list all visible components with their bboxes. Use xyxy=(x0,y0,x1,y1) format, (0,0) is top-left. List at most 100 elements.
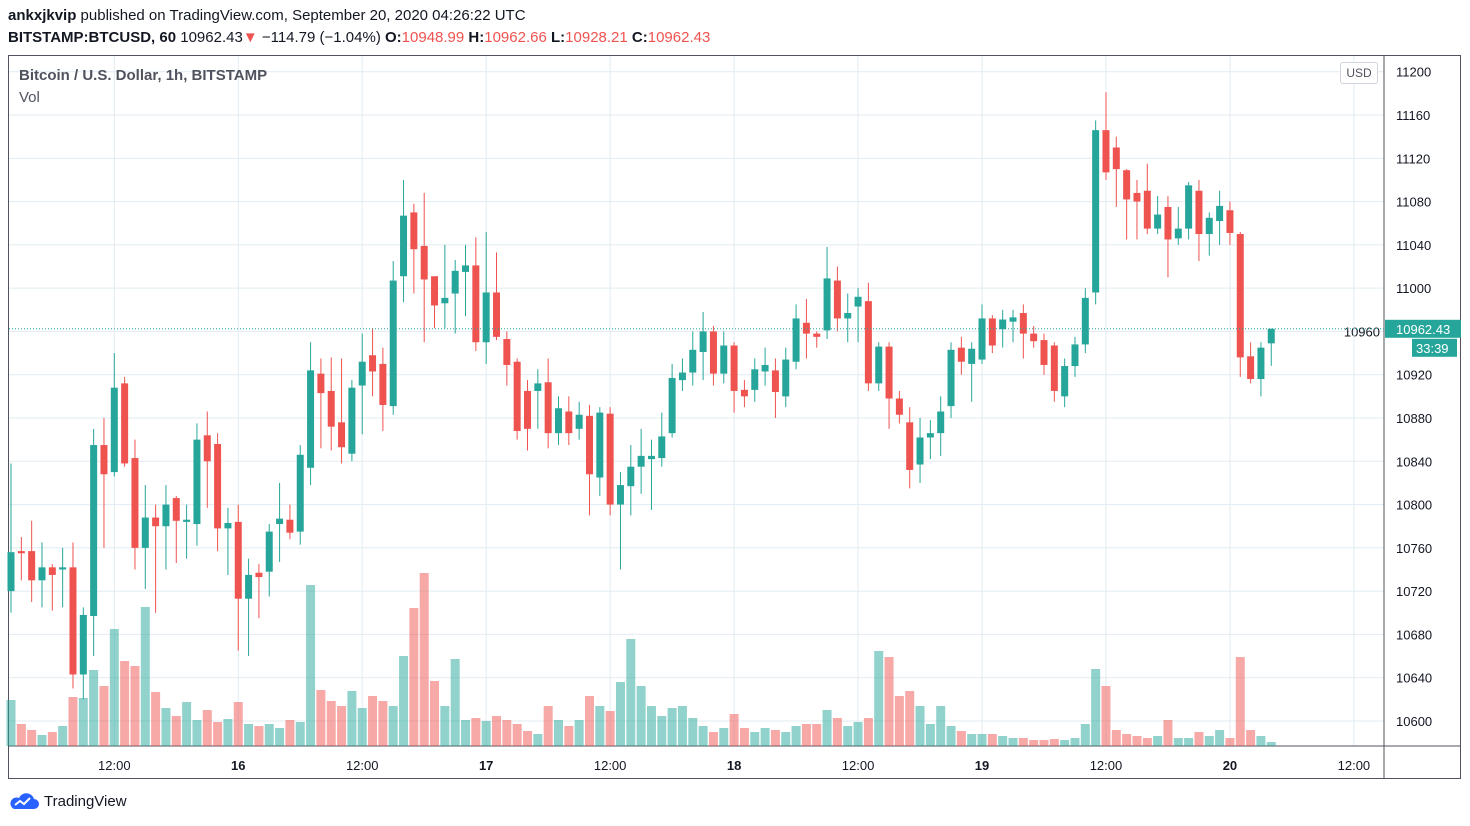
volume-bar xyxy=(884,657,894,746)
candle-down xyxy=(906,422,914,470)
candle-down xyxy=(121,383,129,464)
candle-up xyxy=(1267,328,1275,344)
volume-bar xyxy=(605,711,615,746)
price-tick-label: 11000 xyxy=(1396,281,1431,296)
candle-up xyxy=(358,361,366,386)
volume-bar xyxy=(285,720,295,746)
candle-up xyxy=(720,345,728,374)
low-value: 10928.21 xyxy=(565,29,628,46)
candle-up xyxy=(668,377,676,434)
candle-up xyxy=(978,318,986,360)
low-label: L: xyxy=(551,29,566,46)
candle-up xyxy=(400,215,408,277)
volume-bar xyxy=(1173,738,1183,746)
currency-button[interactable]: USD xyxy=(1340,62,1378,84)
candle-up xyxy=(389,280,397,407)
candle-up xyxy=(296,454,304,532)
volume-bar xyxy=(440,706,450,746)
volume-bar xyxy=(1235,657,1245,746)
cloud-logo-icon xyxy=(10,793,39,809)
volume-bar xyxy=(223,719,233,746)
candle-up xyxy=(937,411,945,434)
candle-up xyxy=(844,313,852,319)
candle-up xyxy=(1092,130,1100,293)
candle-down xyxy=(327,390,335,427)
candle-up xyxy=(162,504,170,527)
author-name: ankxjkvip xyxy=(8,7,77,24)
volume-bar xyxy=(244,724,254,746)
candle-down xyxy=(1030,333,1038,342)
candle-up xyxy=(307,370,315,468)
candle-up xyxy=(647,455,655,460)
tradingview-logo[interactable]: TradingView xyxy=(8,792,127,810)
candle-down xyxy=(472,265,480,343)
candle-up xyxy=(38,567,46,581)
volume-bar xyxy=(523,731,532,746)
candle-down xyxy=(771,370,779,393)
volume-bar xyxy=(770,730,780,746)
volume-bar xyxy=(316,690,326,746)
candle-up xyxy=(761,364,769,372)
candle-down xyxy=(1102,130,1110,173)
price-tick-label: 10960 xyxy=(1344,324,1380,339)
candle-down xyxy=(606,413,614,505)
candle-down xyxy=(1195,190,1203,235)
volume-bar xyxy=(326,701,336,746)
volume-bar xyxy=(151,692,161,746)
time-tick-label: 20 xyxy=(1223,758,1237,773)
candle-up xyxy=(7,552,15,592)
candle-down xyxy=(1226,210,1234,233)
volume-bar xyxy=(987,734,997,746)
candle-down xyxy=(885,346,893,399)
price-change: −114.79 (−1.04%) xyxy=(261,29,381,46)
candle-up xyxy=(575,414,583,429)
price-tick-label: 10880 xyxy=(1396,411,1432,426)
candle-up xyxy=(348,387,356,454)
volume-bar xyxy=(182,702,192,746)
candle-down xyxy=(813,333,821,337)
candle-up xyxy=(689,349,697,373)
price-tick-label: 11200 xyxy=(1396,65,1431,80)
candle-up xyxy=(926,433,934,438)
high-label: H: xyxy=(468,29,485,46)
candle-up xyxy=(90,445,98,617)
candle-up xyxy=(451,270,459,294)
volume-bar xyxy=(264,724,274,746)
volume-bar xyxy=(760,728,770,746)
volume-bar xyxy=(275,728,285,746)
candle-down xyxy=(203,435,211,462)
volume-bar xyxy=(1184,738,1194,746)
candle-down xyxy=(1133,192,1141,202)
candle-up xyxy=(1185,185,1193,229)
volume-bar xyxy=(812,724,822,746)
volume-bar xyxy=(750,732,760,746)
candle-up xyxy=(79,614,87,675)
candle-down xyxy=(338,422,346,448)
price-tick-label: 11080 xyxy=(1396,195,1431,210)
volume-bar xyxy=(1225,738,1235,746)
price-tick-label: 11120 xyxy=(1396,151,1430,166)
candle-up xyxy=(193,439,201,525)
volume-bar xyxy=(27,730,37,746)
volume-bar xyxy=(936,706,946,746)
volume-bar xyxy=(254,726,264,746)
volume-bar xyxy=(357,708,367,746)
candle-down xyxy=(1112,147,1120,170)
candle-up xyxy=(245,574,253,599)
volume-bar xyxy=(874,651,884,746)
candle-down xyxy=(585,415,593,475)
volume-bar xyxy=(677,706,687,746)
volume-bar xyxy=(781,732,791,746)
chart-pane[interactable] xyxy=(8,55,1461,779)
countdown-label: 33:39 xyxy=(1416,341,1449,356)
time-tick-label: 12:00 xyxy=(98,758,131,773)
candle-down xyxy=(544,382,552,434)
brand-name: TradingView xyxy=(44,792,127,810)
volume-bar xyxy=(905,691,915,746)
volume-bar xyxy=(553,720,563,746)
candle-up xyxy=(1009,317,1017,322)
volume-bar xyxy=(698,726,708,746)
time-tick-label: 12:00 xyxy=(1338,758,1371,773)
candle-down xyxy=(988,318,996,346)
